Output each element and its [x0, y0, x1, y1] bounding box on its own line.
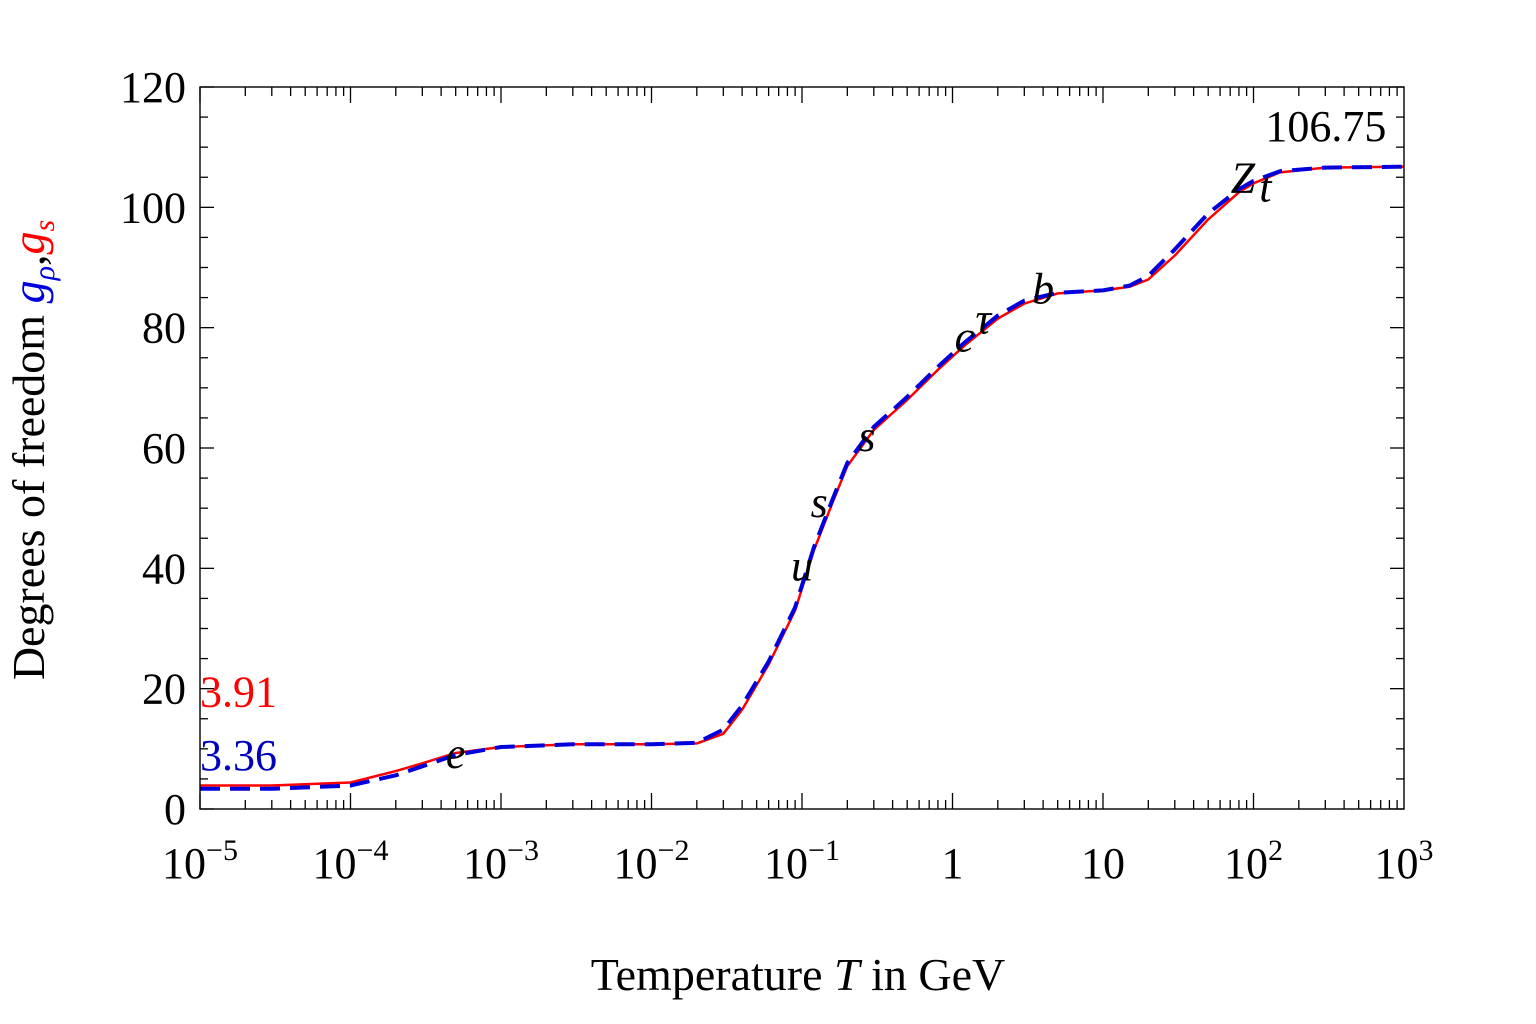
series-curves [200, 164, 1405, 791]
x-tick-label: 10−3 [463, 834, 539, 888]
annotation-label: τ [975, 295, 993, 344]
x-axis-label: Temperature T in GeV [591, 949, 1006, 1000]
annotation-label: u [791, 541, 813, 590]
annotation-label: t [1259, 162, 1273, 211]
x-tick-label: 10−1 [764, 834, 840, 888]
y-tick-label: 100 [120, 183, 186, 232]
series-line-g-s [200, 165, 1405, 787]
annotation-label: 3.36 [200, 731, 277, 780]
y-tick-label: 80 [142, 304, 186, 353]
x-tick-label: 102 [1224, 834, 1283, 888]
x-tick-label: 10 [1081, 839, 1125, 888]
annotation-label: b [1032, 265, 1054, 314]
y-axis-label: Degrees of freedom gρ,gs [3, 220, 61, 680]
annotation-label: e [446, 729, 466, 778]
annotation-label: 106.75 [1265, 102, 1386, 151]
x-tick-label: 10−4 [313, 834, 389, 888]
y-tick-label: 0 [164, 785, 186, 834]
x-tick-label: 10−2 [614, 834, 690, 888]
annotation-label: c [955, 313, 975, 362]
x-tick-label: 1 [942, 839, 964, 888]
x-tick-labels: 10−5 10−4 10−3 10−2 10−1 1 10 102 103 [162, 834, 1433, 888]
x-tick-label: 10−5 [162, 834, 238, 888]
annotation-label: Z [1231, 153, 1256, 202]
x-tick-label: 103 [1375, 834, 1434, 888]
y-tick-label: 20 [142, 665, 186, 714]
axis-ticks [199, 86, 1404, 810]
series-line-g-rho [200, 164, 1405, 791]
y-tick-label: 120 [120, 63, 186, 112]
annotation-label: s [858, 412, 875, 461]
annotation-label: 3.91 [200, 668, 277, 717]
y-tick-labels: 0 20 40 60 80 100 120 [120, 63, 186, 834]
y-tick-label: 60 [142, 424, 186, 473]
annotation-label: s [811, 478, 828, 527]
plot-frame [199, 86, 1405, 810]
y-tick-label: 40 [142, 544, 186, 593]
